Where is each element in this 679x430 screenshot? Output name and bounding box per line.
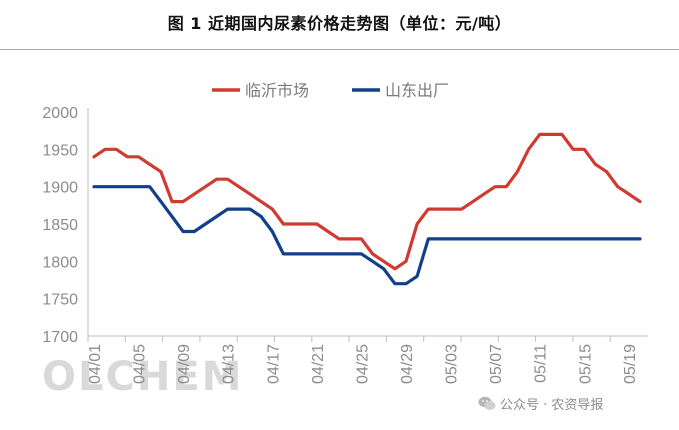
x-tick-label: 05/03 — [444, 344, 461, 384]
x-axis: 04/01 04/05 04/09 04/13 04/17 04/21 04/25 04/29… — [87, 335, 648, 384]
x-tick-label: 05/11 — [533, 344, 550, 383]
x-tick-label: 04/21 — [310, 344, 327, 384]
source-label: 公众号 · 农资导报 — [500, 397, 604, 413]
legend-label: 山东出厂 — [385, 81, 449, 100]
y-tick-label: 1950 — [42, 142, 78, 159]
x-tick-label: 04/05 — [132, 344, 149, 384]
title-divider — [0, 49, 679, 50]
y-tick-label: 2000 — [42, 105, 78, 122]
y-tick-label: 1850 — [42, 217, 78, 234]
x-tick-label: 04/29 — [399, 344, 416, 384]
watermark: OLCHEM — [42, 354, 243, 400]
series-group — [92, 132, 642, 286]
x-tick-label: 04/17 — [265, 344, 282, 384]
legend-label: 临沂市场 — [245, 81, 309, 100]
x-tick-label: 05/07 — [488, 344, 505, 384]
y-tick-label: 1750 — [42, 292, 78, 309]
y-tick-label: 1800 — [42, 254, 78, 271]
series-line-linyi — [92, 132, 642, 271]
x-tick-label: 04/09 — [176, 344, 193, 384]
y-tick-label: 1700 — [42, 329, 78, 346]
x-tick-label: 05/19 — [622, 344, 639, 384]
y-axis: 1700 1750 1800 1850 1900 1950 2000 — [42, 105, 89, 346]
chart-title: 图 1 近期国内尿素价格走势图（单位：元/吨） — [167, 14, 512, 33]
x-tick-label: 04/01 — [87, 344, 104, 384]
y-tick-label: 1900 — [42, 180, 78, 197]
legend: 临沂市场 山东出厂 — [212, 81, 449, 100]
x-tick-label: 05/15 — [577, 344, 594, 384]
source-credit: 公众号 · 农资导报 — [478, 393, 603, 413]
wechat-icon — [478, 396, 496, 411]
series-line-shandong — [92, 185, 642, 286]
x-tick-label: 04/13 — [221, 344, 238, 384]
x-tick-label: 04/25 — [354, 344, 371, 384]
